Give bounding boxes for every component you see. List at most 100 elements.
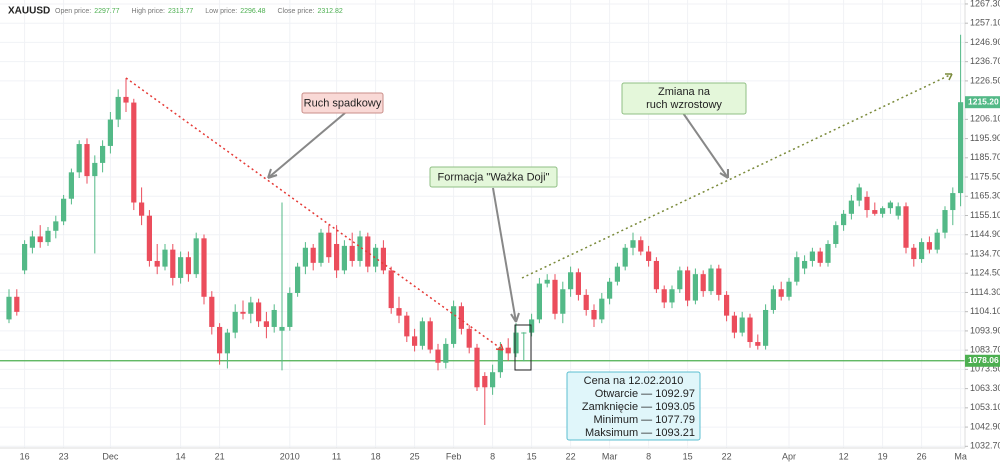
y-tick-label: 1165.30 bbox=[970, 191, 1000, 201]
y-tick-label: 1144.90 bbox=[970, 229, 1000, 239]
x-tick-label: 16 bbox=[20, 451, 30, 461]
y-tick-label: 1246.90 bbox=[970, 37, 1000, 47]
candle-body bbox=[536, 283, 542, 320]
candle-body bbox=[22, 243, 28, 271]
candle-body bbox=[365, 236, 371, 267]
candle-body bbox=[427, 321, 433, 350]
candle-body bbox=[217, 326, 223, 354]
x-tick-label: 19 bbox=[878, 451, 888, 461]
candle-body bbox=[240, 311, 246, 314]
candle-body bbox=[451, 306, 457, 344]
candle-body bbox=[14, 296, 20, 312]
candle-body bbox=[833, 225, 839, 244]
arrow bbox=[492, 187, 520, 323]
candle-body bbox=[638, 240, 644, 252]
candle-body bbox=[466, 328, 472, 348]
candle-body bbox=[115, 96, 121, 120]
header-value: 2313.77 bbox=[168, 8, 193, 15]
candle-body bbox=[490, 372, 496, 388]
candle-body bbox=[68, 172, 74, 199]
candle-body bbox=[53, 221, 59, 231]
candle-body bbox=[802, 260, 808, 269]
x-tick-label: 8 bbox=[490, 451, 495, 461]
y-tick-label: 1134.70 bbox=[970, 248, 1000, 258]
candle-body bbox=[271, 309, 277, 327]
x-tick-label: Ma bbox=[954, 451, 967, 461]
annotation-uptrend: Zmiana na bbox=[658, 86, 711, 98]
candle-body bbox=[731, 315, 737, 333]
y-tick-label: 1063.30 bbox=[970, 383, 1000, 393]
candle-body bbox=[435, 349, 441, 363]
candle-body bbox=[911, 247, 917, 260]
candle-body bbox=[958, 102, 964, 194]
candle-body bbox=[841, 213, 847, 226]
x-tick-label: Apr bbox=[782, 451, 796, 461]
candle-body bbox=[209, 296, 215, 327]
y-tick-label: 1124.50 bbox=[970, 268, 1000, 278]
x-tick-label: Feb bbox=[446, 451, 462, 461]
downtrend-line bbox=[125, 77, 504, 351]
candle-body bbox=[630, 240, 636, 248]
header-label: Open price: bbox=[55, 8, 91, 15]
candle-body bbox=[646, 251, 652, 261]
candle-body bbox=[786, 281, 792, 297]
candle-body bbox=[61, 198, 67, 222]
candle-body bbox=[669, 289, 675, 303]
candle-body bbox=[373, 247, 379, 267]
y-tick-label: 1226.50 bbox=[970, 75, 1000, 85]
x-tick-label: 2010 bbox=[280, 451, 300, 461]
price-badge-label: 1078.06 bbox=[968, 355, 999, 365]
annotation-uptrend: ruch wzrostowy bbox=[646, 99, 722, 111]
x-tick-label: 21 bbox=[215, 451, 225, 461]
candle-body bbox=[178, 257, 184, 278]
x-tick-label: 23 bbox=[59, 451, 69, 461]
callout-arrows bbox=[267, 112, 729, 323]
uptrend-line bbox=[521, 73, 953, 279]
annotation-box bbox=[621, 82, 747, 115]
y-tick-label: 1267.30 bbox=[970, 0, 1000, 8]
candle-body bbox=[591, 309, 597, 320]
candle-body bbox=[404, 315, 410, 337]
candle-body bbox=[755, 342, 761, 346]
candle-body bbox=[950, 193, 956, 211]
header: Open price: 2297.77 High price: 2313.77 Low … bbox=[55, 8, 343, 15]
candle-body bbox=[817, 251, 823, 263]
axes: 1267.30 1257.10 1246.90 1236.70 1226.50 1206.… bbox=[20, 0, 1000, 461]
candle-body bbox=[341, 245, 347, 271]
candle-body bbox=[92, 162, 98, 177]
candle-body bbox=[256, 302, 262, 322]
candle-body bbox=[396, 308, 402, 316]
candle-body bbox=[458, 306, 464, 329]
info-line: Zamknięcie — 1093.05 bbox=[582, 401, 695, 413]
header-value: 2296.48 bbox=[240, 8, 265, 15]
candle-body bbox=[653, 260, 659, 290]
candle-body bbox=[123, 96, 129, 103]
y-tick-label: 1236.70 bbox=[970, 56, 1000, 66]
candle-body bbox=[903, 206, 909, 248]
x-tick-label: 18 bbox=[371, 451, 381, 461]
candle-body bbox=[100, 145, 106, 163]
candle-body bbox=[599, 298, 605, 320]
candle-body bbox=[521, 332, 527, 334]
y-tick-label: 1053.10 bbox=[970, 402, 1000, 412]
candle-body bbox=[29, 236, 35, 248]
x-tick-label: 25 bbox=[410, 451, 420, 461]
candle-body bbox=[505, 347, 511, 354]
info-box bbox=[566, 371, 701, 441]
candle-body bbox=[263, 321, 269, 327]
candle-body bbox=[677, 270, 683, 290]
x-tick-label: 12 bbox=[839, 451, 849, 461]
candle-body bbox=[747, 317, 753, 343]
candle-body bbox=[162, 249, 168, 267]
candle-body bbox=[380, 247, 386, 271]
y-tick-label: 1093.90 bbox=[970, 325, 1000, 335]
candle-body bbox=[708, 268, 714, 292]
info-line: Maksimum — 1093.21 bbox=[585, 427, 695, 439]
candle-body bbox=[279, 326, 285, 331]
doji-highlight bbox=[514, 324, 532, 371]
candle-body bbox=[318, 232, 324, 263]
candle-body bbox=[872, 210, 878, 214]
candle-body bbox=[809, 251, 815, 261]
x-tick-label: 22 bbox=[722, 451, 732, 461]
candle-body bbox=[295, 266, 301, 294]
